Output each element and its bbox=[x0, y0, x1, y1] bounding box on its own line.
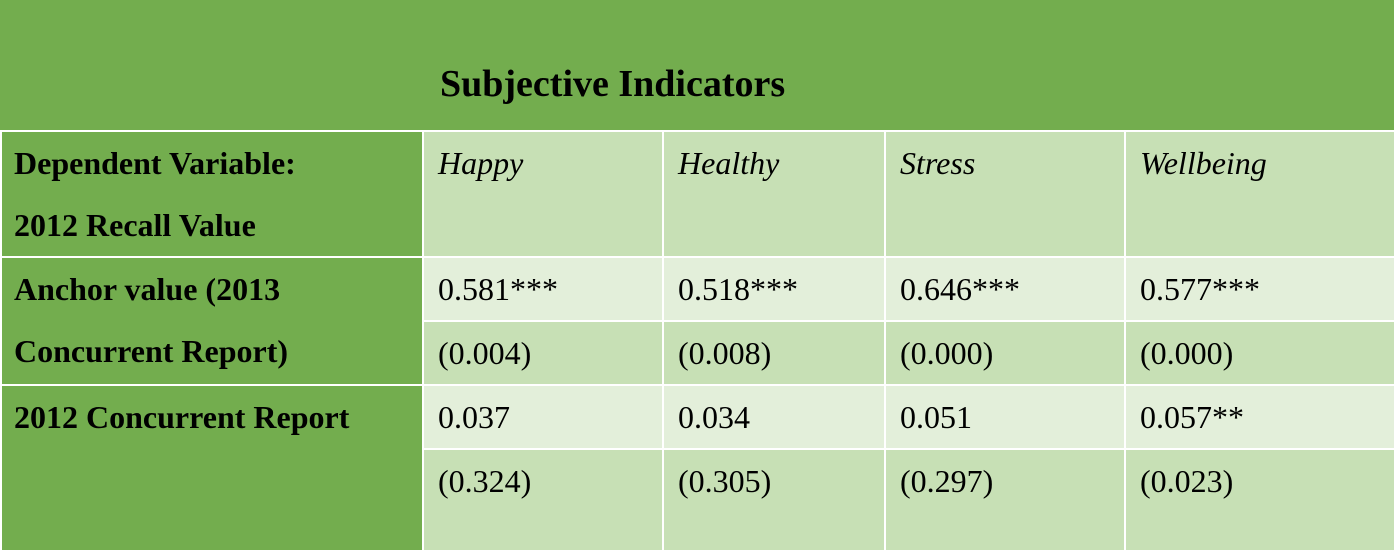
table-cell: 0.037 bbox=[422, 384, 664, 450]
row-label-anchor-line-2: Concurrent Report) bbox=[14, 333, 289, 369]
table-cell: 0.518*** bbox=[662, 256, 886, 322]
table-cell: 0.646*** bbox=[884, 256, 1126, 322]
column-header-happy: Happy bbox=[422, 130, 664, 258]
table-row: (0.004) (0.008) (0.000) (0.000) bbox=[1, 320, 1394, 386]
table-cell: 0.034 bbox=[662, 384, 886, 450]
row-label-concurrent: 2012 Concurrent Report bbox=[0, 384, 424, 552]
table-row: Anchor value (2013 Concurrent Report) 0.… bbox=[0, 256, 1394, 386]
row-label-anchor-line-1: Anchor value (2013 bbox=[14, 271, 281, 307]
results-table: Dependent Variable: 2012 Recall Value Ha… bbox=[0, 130, 1394, 552]
dependent-variable-label: Dependent Variable: 2012 Recall Value bbox=[0, 130, 424, 258]
table-cell: (0.000) bbox=[884, 320, 1126, 386]
table-cell: (0.023) bbox=[1124, 448, 1394, 552]
table-cell: (0.004) bbox=[422, 320, 664, 386]
table-cell: 0.057** bbox=[1124, 384, 1394, 450]
table-cell: (0.324) bbox=[422, 448, 664, 552]
dependent-variable-line-1: Dependent Variable: bbox=[14, 145, 296, 181]
table-cell: (0.305) bbox=[662, 448, 886, 552]
table-cell: (0.297) bbox=[884, 448, 1126, 552]
table-title: Subjective Indicators bbox=[440, 63, 786, 105]
table-cell: (0.000) bbox=[1124, 320, 1394, 386]
table-cell: 0.581*** bbox=[422, 256, 664, 322]
table-row: (0.324) (0.305) (0.297) (0.023) bbox=[1, 448, 1394, 552]
row-label-concurrent-line-1: 2012 Concurrent Report bbox=[14, 399, 350, 435]
row-label-anchor: Anchor value (2013 Concurrent Report) bbox=[0, 256, 424, 386]
title-band: Subjective Indicators bbox=[0, 0, 1394, 130]
table-cell: (0.008) bbox=[662, 320, 886, 386]
table-cell: 0.577*** bbox=[1124, 256, 1394, 322]
column-header-stress: Stress bbox=[884, 130, 1126, 258]
table-cell: 0.051 bbox=[884, 384, 1126, 450]
column-header-healthy: Healthy bbox=[662, 130, 886, 258]
table-row: 2012 Concurrent Report 0.037 0.034 0.051… bbox=[0, 384, 1394, 552]
dependent-variable-line-2: 2012 Recall Value bbox=[14, 207, 256, 243]
header-row: Dependent Variable: 2012 Recall Value Ha… bbox=[0, 130, 1394, 258]
column-header-wellbeing: Wellbeing bbox=[1124, 130, 1394, 258]
